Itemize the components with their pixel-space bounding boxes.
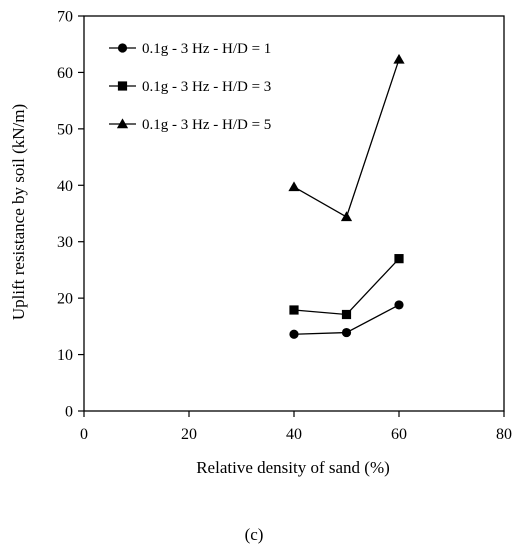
x-tick-label: 60 [391, 426, 407, 443]
y-axis-label: Uplift resistance by soil (kN/m) [9, 104, 28, 320]
series-layer [288, 53, 405, 339]
data-point [341, 309, 352, 320]
y-tick-label: 20 [57, 291, 73, 308]
y-tick-label: 40 [57, 178, 73, 195]
y-tick-label: 0 [65, 404, 73, 421]
plot-frame [83, 15, 505, 412]
y-tick-label: 50 [57, 121, 73, 138]
y-tick-label: 70 [57, 9, 73, 26]
data-point [289, 329, 299, 339]
legend-item: 0.1g - 3 Hz - H/D = 5 [109, 117, 271, 133]
x-tick-label: 20 [181, 426, 197, 443]
legend: 0.1g - 3 Hz - H/D = 1 0.1g - 3 Hz - H/D =… [109, 41, 271, 133]
x-tick-label: 0 [80, 426, 88, 443]
data-point [289, 305, 299, 315]
data-point [393, 53, 405, 64]
series-3 [288, 53, 405, 222]
legend-marker [117, 81, 128, 91]
figure-caption: (c) [245, 525, 264, 544]
data-point [341, 327, 352, 338]
data-point [394, 300, 404, 310]
legend-item: 0.1g - 3 Hz - H/D = 3 [109, 79, 271, 95]
y-tick-label: 60 [57, 65, 73, 82]
y-tick-label: 10 [57, 347, 73, 364]
x-tick-label: 80 [496, 426, 512, 443]
y-tick-label: 30 [57, 234, 73, 251]
legend-label: 0.1g - 3 Hz - H/D = 3 [142, 79, 271, 95]
x-axis-label: Relative density of sand (%) [196, 458, 390, 477]
legend-marker [117, 43, 128, 53]
x-tick-label: 40 [286, 426, 302, 443]
legend-marker [116, 118, 129, 129]
series-2 [289, 254, 404, 320]
axes-layer: 0 20 40 60 80 0 10 20 30 40 50 60 70 [57, 9, 512, 444]
series-line [293, 59, 400, 218]
series-line [293, 258, 400, 316]
legend-item: 0.1g - 3 Hz - H/D = 1 [109, 41, 271, 57]
data-point [288, 181, 300, 192]
data-point [394, 254, 404, 264]
legend-label: 0.1g - 3 Hz - H/D = 5 [142, 117, 271, 133]
data-point [340, 211, 353, 222]
legend-label: 0.1g - 3 Hz - H/D = 1 [142, 41, 271, 57]
series-1 [289, 300, 404, 339]
